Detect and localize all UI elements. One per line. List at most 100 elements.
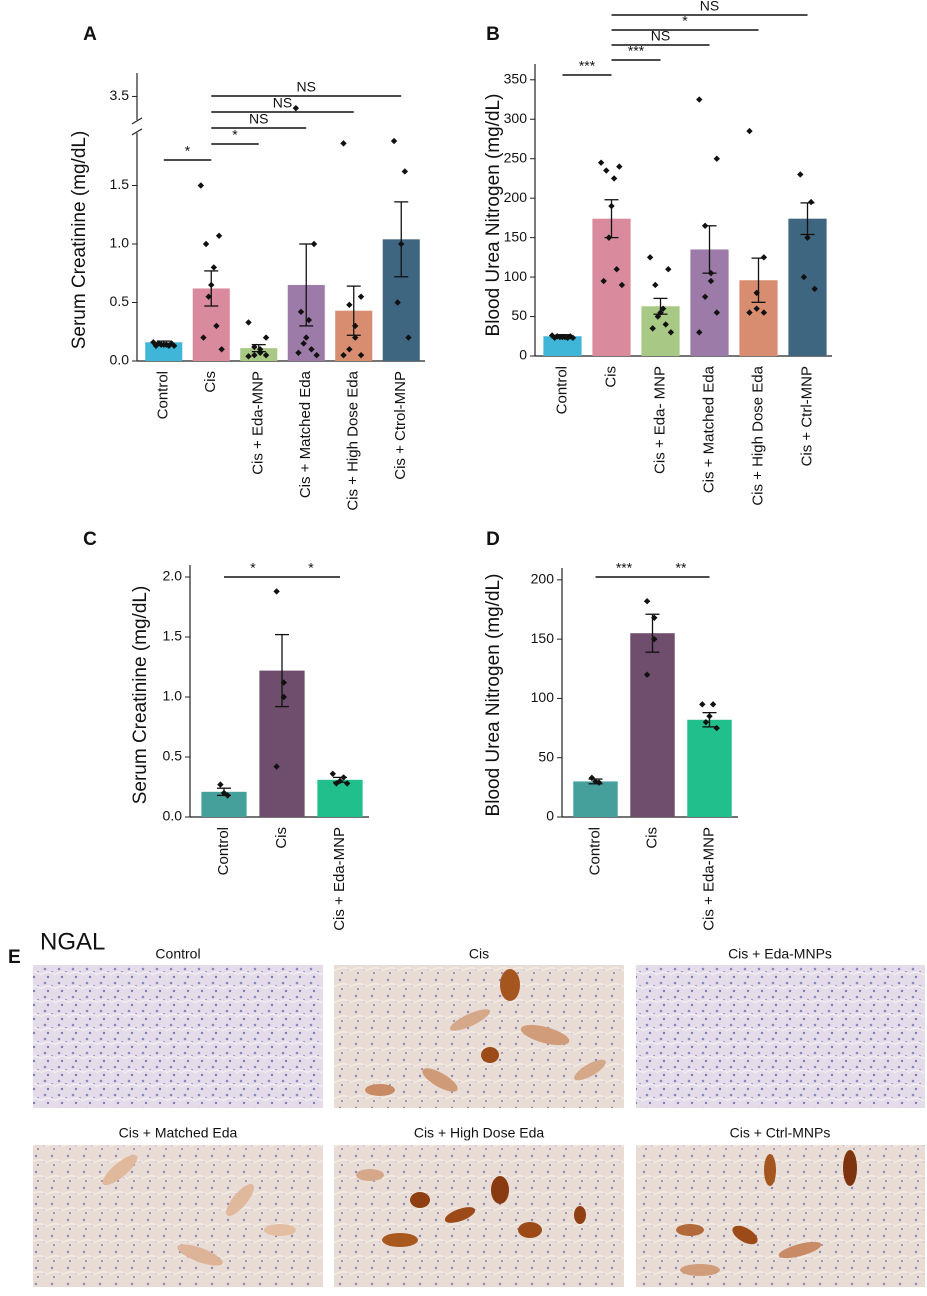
data-point — [357, 293, 365, 300]
data-point — [295, 349, 302, 357]
data-point — [804, 234, 811, 241]
data-point — [713, 309, 721, 316]
data-point — [608, 202, 615, 210]
data-point — [346, 346, 353, 353]
data-point — [797, 171, 804, 178]
data-point — [313, 351, 320, 359]
x-tick-label: Cis — [602, 366, 619, 388]
significance-label: *** — [628, 43, 645, 59]
image-caption: Cis — [469, 946, 489, 962]
bar — [573, 781, 618, 817]
data-point — [646, 254, 654, 261]
data-point — [208, 281, 215, 289]
y-axis-label: Serum Creatinine (mg/dL) — [130, 586, 151, 805]
data-point — [667, 329, 675, 336]
significance-label: NS — [249, 111, 268, 127]
data-point — [303, 334, 310, 341]
bar — [543, 336, 582, 356]
data-point — [218, 346, 225, 353]
data-point — [251, 351, 258, 359]
x-tick-label: Control — [553, 366, 570, 414]
x-tick-label: Cis + High Dose Eda — [749, 365, 766, 505]
panel-label: C — [83, 529, 97, 550]
x-tick-label: Control — [215, 827, 232, 875]
data-point — [329, 770, 336, 777]
axis-break — [131, 117, 143, 125]
bar — [687, 719, 732, 817]
data-point — [165, 342, 173, 349]
data-point — [292, 104, 300, 112]
micrograph — [334, 965, 624, 1108]
data-point — [352, 334, 359, 341]
y-tick-label: 100 — [531, 689, 555, 705]
data-point — [333, 780, 340, 787]
data-point — [205, 293, 212, 300]
data-point — [651, 635, 658, 643]
x-tick-label: Cis — [643, 827, 660, 849]
data-point — [280, 693, 287, 701]
y-tick-label: 300 — [504, 110, 528, 126]
significance-label: *** — [616, 560, 633, 576]
significance-label: * — [250, 560, 256, 576]
y-tick-label: 150 — [531, 630, 555, 646]
data-point — [401, 168, 409, 175]
x-tick-label: Cis + Ctrl-MNP — [798, 366, 815, 466]
y-tick-label: 200 — [504, 189, 528, 205]
data-point — [152, 342, 160, 349]
bar-chart: 0.0 0.5 1.0 1.5 2.0 Serum Creatinine (mg/dL) C… — [83, 529, 369, 931]
x-tick-label: Cis — [202, 371, 219, 393]
image-caption: Control — [155, 946, 200, 962]
data-point — [273, 763, 280, 770]
data-point — [215, 232, 223, 240]
data-point — [701, 293, 709, 301]
y-tick-label: 250 — [504, 149, 528, 165]
micrograph — [33, 965, 323, 1108]
data-point — [753, 289, 760, 297]
data-point — [696, 329, 703, 336]
data-point — [340, 351, 347, 359]
y-axis-label: Blood Urea Nitrogen (mg/dL) — [483, 574, 504, 817]
data-point — [597, 159, 605, 166]
y-tick-label: 0.5 — [110, 293, 130, 309]
y-tick-label: 1.5 — [110, 176, 130, 192]
data-point — [713, 724, 720, 732]
x-tick-label: Control — [586, 827, 603, 875]
data-point — [713, 155, 721, 162]
data-point — [643, 598, 651, 605]
data-point — [346, 301, 353, 309]
bar — [630, 633, 675, 817]
data-point — [657, 309, 664, 316]
data-point — [618, 281, 626, 289]
micrograph — [334, 1145, 624, 1287]
data-point — [170, 342, 178, 349]
significance-label: NS — [700, 0, 719, 14]
y-tick-label: 0 — [519, 347, 527, 363]
image-caption: Cis + Ctrl-MNPs — [730, 1125, 831, 1141]
y-axis-label: Blood Urea Nitrogen (mg/dL) — [483, 94, 504, 337]
data-point — [280, 679, 287, 686]
x-tick-label: Cis + Eda- MNP — [651, 366, 668, 474]
image-caption: Cis + Eda-MNPs — [728, 946, 832, 962]
data-point — [340, 140, 347, 147]
data-point — [564, 334, 571, 342]
x-tick-label: Cis + Matched Eda — [297, 370, 314, 498]
x-tick-label: Cis + Eda-MNP — [250, 371, 267, 475]
error-bar — [394, 201, 409, 278]
data-point — [811, 285, 818, 293]
data-point — [344, 780, 351, 787]
data-point — [652, 281, 659, 289]
data-point — [706, 713, 713, 720]
data-point — [659, 305, 667, 312]
data-point — [340, 774, 347, 781]
panel-label: B — [486, 24, 500, 45]
data-point — [245, 319, 252, 326]
x-tick-label: Cis + Matched Eda — [700, 365, 717, 493]
panel-label: D — [486, 529, 500, 550]
data-point — [554, 333, 561, 340]
data-point — [357, 351, 365, 359]
y-tick-label: 0 — [546, 808, 554, 824]
data-point — [273, 588, 280, 595]
data-point — [649, 325, 656, 332]
y-tick-label: 200 — [531, 571, 555, 587]
